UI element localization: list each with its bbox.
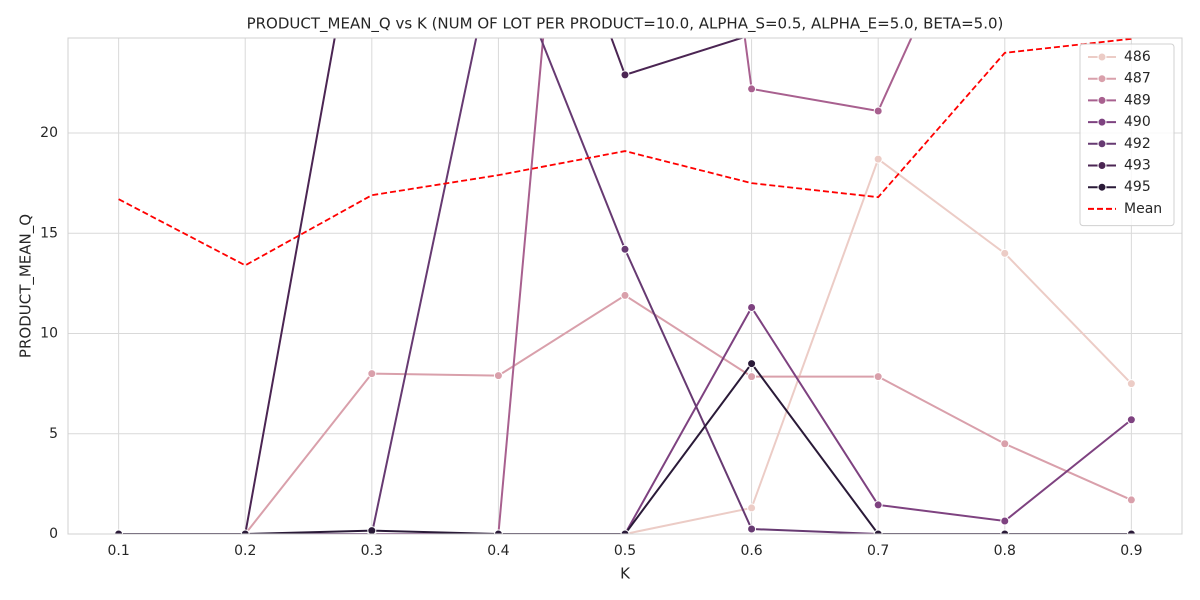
legend-label: Mean xyxy=(1124,201,1162,217)
data-point xyxy=(873,106,883,116)
y-axis-label: PRODUCT_MEAN_Q xyxy=(17,214,36,358)
data-point xyxy=(873,372,883,382)
data-point xyxy=(114,529,124,534)
series-line xyxy=(118,361,1132,534)
legend-label: 492 xyxy=(1124,136,1151,152)
legend-marker xyxy=(1097,74,1107,84)
data-point xyxy=(747,372,757,382)
data-point xyxy=(620,290,630,300)
data-point xyxy=(747,84,757,94)
legend-label: 490 xyxy=(1124,114,1151,130)
legend-label: 489 xyxy=(1124,92,1151,108)
data-point xyxy=(367,526,377,534)
data-point xyxy=(620,529,630,534)
x-tick-label: 0.8 xyxy=(994,543,1016,559)
data-point xyxy=(1126,379,1136,389)
series-line xyxy=(118,157,1133,534)
x-tick-label: 0.7 xyxy=(867,543,889,559)
data-point xyxy=(873,500,883,510)
legend-label: 495 xyxy=(1124,179,1151,195)
legend-label: 493 xyxy=(1124,158,1151,174)
series-line xyxy=(118,305,1132,534)
x-tick-label: 0.4 xyxy=(487,543,509,559)
y-tick-label: 10 xyxy=(40,326,58,342)
data-point xyxy=(873,529,883,534)
data-point xyxy=(1126,529,1136,534)
series-line xyxy=(118,38,1132,267)
data-point xyxy=(873,154,883,164)
y-tick-label: 15 xyxy=(40,225,58,241)
x-tick-label: 0.5 xyxy=(614,543,636,559)
legend-label: 486 xyxy=(1124,49,1151,65)
x-axis-label: K xyxy=(620,565,631,583)
legend: 486 487 489 490 492 493 495 Mean xyxy=(1079,43,1175,227)
legend-marker xyxy=(1097,161,1107,170)
legend-label: 487 xyxy=(1124,71,1151,87)
data-point xyxy=(747,359,757,369)
data-point xyxy=(493,529,503,534)
legend-marker xyxy=(1097,139,1107,149)
legend-marker xyxy=(1097,182,1107,192)
y-tick-label: 5 xyxy=(49,426,58,442)
data-point xyxy=(240,529,250,534)
legend-box xyxy=(1079,43,1175,227)
legend-marker xyxy=(1097,95,1107,105)
plot-border xyxy=(67,37,1183,535)
y-tick-label: 0 xyxy=(49,526,58,542)
data-point xyxy=(620,244,630,254)
y-tick-label: 20 xyxy=(40,125,58,141)
data-point xyxy=(367,369,377,379)
x-tick-label: 0.3 xyxy=(361,543,383,559)
legend-marker xyxy=(1097,117,1107,127)
data-point xyxy=(620,70,630,80)
plot-area xyxy=(114,38,1136,534)
x-tick-label: 0.1 xyxy=(108,543,130,559)
data-point xyxy=(1000,439,1010,449)
data-point xyxy=(1000,248,1010,258)
data-point xyxy=(1126,495,1136,505)
chart-title: PRODUCT_MEAN_Q vs K (NUM OF LOT PER PROD… xyxy=(247,15,1004,34)
data-point xyxy=(747,302,757,312)
x-tick-label: 0.9 xyxy=(1120,543,1142,559)
data-point xyxy=(493,371,503,381)
data-point xyxy=(1000,516,1010,526)
data-point xyxy=(1126,415,1136,425)
data-point xyxy=(747,503,757,513)
x-tick-label: 0.6 xyxy=(740,543,762,559)
x-tick-label: 0.2 xyxy=(234,543,256,559)
legend-marker xyxy=(1097,52,1107,62)
data-point xyxy=(747,524,757,534)
data-point xyxy=(1000,529,1010,534)
